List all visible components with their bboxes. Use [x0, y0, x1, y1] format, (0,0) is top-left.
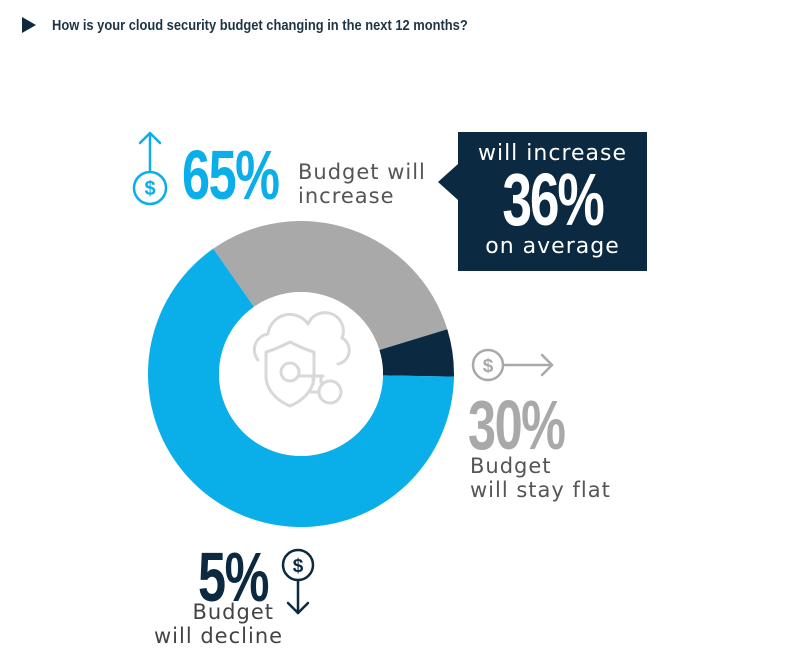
callout-line1: will increase: [477, 141, 628, 166]
decline-label: Budget will decline: [154, 600, 284, 648]
callout-line3: on average: [485, 234, 620, 259]
callout-value: 36%: [502, 158, 604, 241]
increase-label-line2: increase: [298, 184, 395, 208]
donut-slice-decline: [379, 329, 454, 377]
chart-header: How is your cloud security budget changi…: [22, 14, 535, 36]
svg-text:$: $: [293, 556, 304, 577]
increase-percent: 65%: [182, 136, 280, 214]
increase-label-line1: Budget will: [298, 160, 426, 184]
donut-slice-flat: [213, 221, 448, 351]
decline-label-line1: Budget: [192, 600, 274, 624]
svg-text:$: $: [144, 178, 155, 200]
decline-percent: 5%: [198, 538, 269, 616]
dollar-arrow-down-icon: $: [281, 548, 315, 615]
dollar-arrow-up-icon: $: [132, 131, 168, 206]
flat-label-line2: will stay flat: [470, 478, 611, 502]
dollar-arrow-right-icon: $: [471, 348, 554, 382]
donut-slice-increase: [147, 248, 454, 527]
chart-title: How is your cloud security budget changi…: [52, 16, 468, 34]
donut-slices: [147, 221, 454, 527]
average-increase-callout: will increase 36% on average: [438, 132, 647, 271]
svg-text:$: $: [483, 356, 494, 377]
header-triangle-icon: [22, 17, 36, 33]
flat-label: Budget will stay flat: [470, 454, 611, 502]
flat-label-line1: Budget: [470, 454, 552, 478]
cloud-shield-key-icon: [252, 311, 351, 408]
increase-label: Budget will increase: [298, 160, 426, 208]
decline-label-line2: will decline: [154, 624, 284, 648]
flat-percent: 30%: [468, 386, 566, 464]
